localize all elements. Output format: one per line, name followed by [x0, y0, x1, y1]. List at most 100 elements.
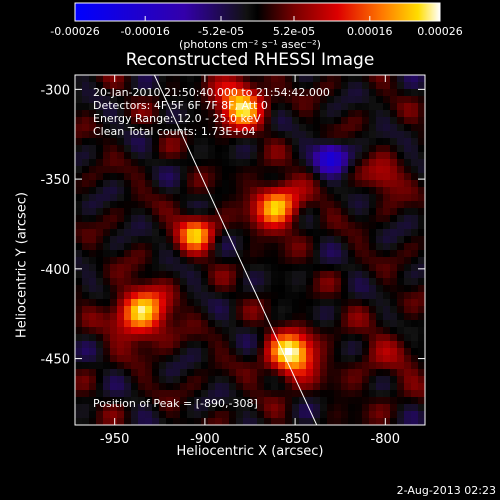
clean-counts-annotation: Clean Total counts: 1.73E+04 — [93, 125, 256, 138]
heatmap-cell — [390, 124, 398, 132]
heatmap-cell — [383, 383, 391, 391]
x-axis-label: Heliocentric X (arcsec) — [176, 444, 324, 459]
heatmap-cell — [376, 362, 384, 370]
heatmap-cell — [306, 299, 314, 307]
heatmap-cell — [320, 194, 328, 202]
x-tick-label: -950 — [100, 432, 130, 447]
heatmap-cell — [299, 250, 307, 258]
heatmap-cell — [159, 201, 167, 209]
heatmap-cell — [138, 250, 146, 258]
heatmap-cell — [187, 96, 195, 104]
heatmap-cell — [355, 341, 363, 349]
heatmap-cell — [110, 124, 118, 132]
heatmap-cell — [278, 201, 286, 209]
heatmap-cell — [271, 236, 279, 244]
heatmap-cell — [348, 299, 356, 307]
heatmap-cell — [124, 131, 132, 139]
heatmap-cell — [383, 376, 391, 384]
heatmap-cell — [418, 201, 425, 209]
heatmap-cell — [320, 418, 328, 425]
heatmap-cell — [327, 159, 335, 167]
heatmap-cell — [194, 145, 202, 153]
heatmap-cell — [159, 250, 167, 258]
heatmap-cell — [397, 313, 405, 321]
heatmap-cell — [271, 397, 279, 405]
heatmap-cell — [82, 369, 90, 377]
heatmap-cell — [75, 278, 83, 286]
chart-title: Reconstructed RHESSI Image — [125, 50, 375, 70]
heatmap-cell — [369, 362, 377, 370]
heatmap-cell — [264, 313, 272, 321]
heatmap-cell — [208, 187, 216, 195]
heatmap-cell — [383, 355, 391, 363]
heatmap-cell — [187, 278, 195, 286]
heatmap-cell — [145, 264, 153, 272]
heatmap-cell — [173, 390, 181, 398]
heatmap-cell — [327, 124, 335, 132]
heatmap-cell — [180, 418, 188, 425]
heatmap-cell — [180, 313, 188, 321]
heatmap-cell — [341, 348, 349, 356]
heatmap-cell — [334, 243, 342, 251]
heatmap-cell — [271, 320, 279, 328]
heatmap-cell — [257, 383, 265, 391]
heatmap-cell — [257, 152, 265, 160]
heatmap-cell — [355, 201, 363, 209]
heatmap-cell — [117, 348, 125, 356]
heatmap-cell — [208, 292, 216, 300]
heatmap-cell — [271, 131, 279, 139]
heatmap-cell — [376, 250, 384, 258]
heatmap-cell — [159, 166, 167, 174]
heatmap-cell — [201, 145, 209, 153]
heatmap-cell — [418, 320, 425, 328]
heatmap-cell — [138, 327, 146, 335]
heatmap-cell — [285, 166, 293, 174]
heatmap-cell — [341, 187, 349, 195]
heatmap-cell — [229, 180, 237, 188]
heatmap-cell — [320, 208, 328, 216]
heatmap-cell — [299, 383, 307, 391]
heatmap-cell — [320, 383, 328, 391]
heatmap-cell — [404, 159, 412, 167]
heatmap-cell — [418, 390, 425, 398]
heatmap-cell — [327, 320, 335, 328]
heatmap-cell — [285, 89, 293, 97]
heatmap-cell — [397, 320, 405, 328]
heatmap-cell — [418, 75, 425, 83]
heatmap-cell — [390, 194, 398, 202]
heatmap-cell — [159, 355, 167, 363]
heatmap-cell — [334, 418, 342, 425]
heatmap-cell — [138, 341, 146, 349]
heatmap-cell — [278, 418, 286, 425]
heatmap-cell — [299, 313, 307, 321]
heatmap-cell — [208, 341, 216, 349]
heatmap-cell — [222, 159, 230, 167]
heatmap-cell — [292, 264, 300, 272]
heatmap-cell — [257, 75, 265, 83]
heatmap-cell — [166, 285, 174, 293]
heatmap-cell — [243, 138, 251, 146]
heatmap-cell — [397, 103, 405, 111]
heatmap-cell — [82, 390, 90, 398]
heatmap-cell — [124, 173, 132, 181]
heatmap-cell — [201, 271, 209, 279]
heatmap-cell — [117, 215, 125, 223]
heatmap-cell — [348, 348, 356, 356]
heatmap-cell — [82, 117, 90, 125]
heatmap-cell — [334, 292, 342, 300]
heatmap-cell — [89, 264, 97, 272]
y-tick-label: -450 — [40, 353, 70, 368]
heatmap-cell — [243, 411, 251, 419]
heatmap-cell — [320, 334, 328, 342]
heatmap-cell — [103, 145, 111, 153]
heatmap-cell — [194, 271, 202, 279]
heatmap-cell — [355, 236, 363, 244]
heatmap-cell — [159, 383, 167, 391]
heatmap-cell — [159, 124, 167, 132]
heatmap-cell — [376, 257, 384, 265]
heatmap-cell — [229, 404, 237, 412]
heatmap-cell — [96, 278, 104, 286]
heatmap-cell — [187, 236, 195, 244]
heatmap-cell — [82, 264, 90, 272]
heatmap-cell — [418, 89, 425, 97]
